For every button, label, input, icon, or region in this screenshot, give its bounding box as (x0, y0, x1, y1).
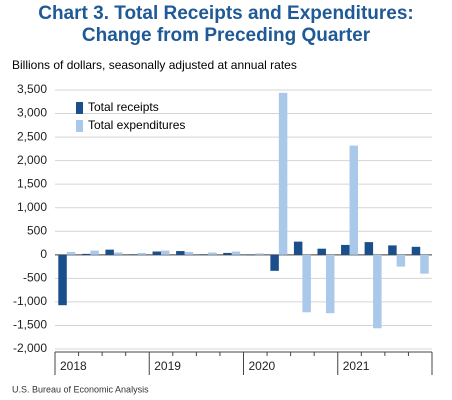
y-tick-label: -2,000 (13, 341, 47, 355)
y-tick-label: 1,000 (17, 200, 47, 214)
bar (341, 244, 350, 255)
bar (364, 242, 374, 255)
chart-title: Change from Preceding Quarter (82, 25, 371, 46)
y-tick-label: 2,000 (17, 153, 47, 167)
y-tick-label: -1,000 (13, 294, 47, 308)
y-tick-label: -1,500 (13, 318, 47, 332)
bar (90, 250, 99, 255)
bar (302, 254, 311, 313)
bar (373, 254, 382, 329)
bar (231, 251, 241, 255)
y-tick-label: 500 (27, 223, 47, 237)
bar (396, 254, 406, 267)
bar (113, 252, 123, 255)
y-tick-label: 1,500 (17, 176, 47, 190)
legend-swatch (76, 120, 83, 132)
y-tick-label: 2,500 (17, 129, 47, 143)
bar (208, 252, 217, 255)
bar (270, 254, 279, 271)
bar (58, 254, 67, 306)
bar (278, 92, 288, 255)
bar (411, 246, 421, 255)
subtitle: Billions of dollars, seasonally adjusted… (12, 58, 297, 72)
y-tick-label: -500 (23, 271, 47, 285)
legend-label: Total receipts (88, 100, 159, 114)
bar (293, 241, 303, 255)
bar (325, 254, 335, 314)
bar (349, 145, 359, 255)
bar (66, 251, 76, 255)
bar (176, 251, 185, 255)
bar (184, 251, 194, 255)
bar (255, 253, 264, 255)
y-tick-label: 3,000 (17, 106, 47, 120)
bar (388, 245, 397, 255)
y-tick-label: 0 (40, 247, 47, 261)
bar (317, 248, 326, 255)
legend-label: Total expenditures (88, 118, 185, 132)
bar (105, 249, 114, 255)
x-tick-label: 2021 (343, 359, 370, 373)
bar (81, 253, 91, 255)
bar (223, 252, 232, 255)
bar (420, 254, 429, 274)
bar (161, 250, 170, 255)
source: U.S. Bureau of Economic Analysis (12, 384, 149, 394)
legend-swatch (76, 102, 83, 114)
x-tick-label: 2018 (60, 359, 87, 373)
chart-title: Chart 3. Total Receipts and Expenditures… (38, 3, 414, 24)
x-tick-label: 2019 (154, 359, 181, 373)
y-tick-label: 3,500 (17, 82, 47, 96)
bar (152, 251, 162, 255)
bar (137, 252, 146, 255)
x-tick-label: 2020 (249, 359, 276, 373)
